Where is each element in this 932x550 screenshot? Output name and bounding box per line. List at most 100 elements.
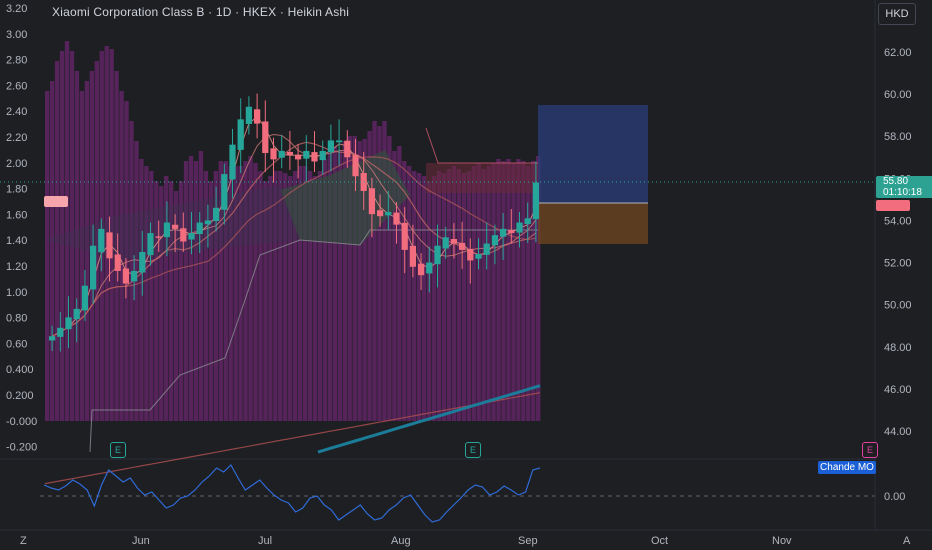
- candle-body[interactable]: [385, 212, 392, 216]
- volume-tick-label: 1.40: [6, 235, 27, 247]
- volume-bar: [397, 146, 402, 421]
- volume-tick-label: 2.60: [6, 80, 27, 92]
- candle-body[interactable]: [106, 232, 113, 259]
- candle-body[interactable]: [368, 188, 376, 215]
- volume-tick-label: -0.200: [6, 442, 37, 454]
- volume-bar: [293, 171, 298, 421]
- left-alert-badge: [44, 196, 68, 207]
- month-label: Nov: [772, 535, 792, 547]
- candle-body[interactable]: [48, 336, 56, 341]
- volume-tick-label: 2.40: [6, 106, 27, 118]
- candle-body[interactable]: [245, 106, 253, 124]
- volume-tick-label: 0.200: [6, 390, 34, 402]
- volume-bar: [387, 136, 392, 421]
- volume-bar: [372, 121, 377, 421]
- candle-body[interactable]: [319, 150, 326, 161]
- volume-bar: [243, 161, 248, 421]
- volume-bar: [149, 171, 154, 421]
- candle-body[interactable]: [475, 254, 482, 259]
- volume-bar: [154, 181, 159, 421]
- candle-body[interactable]: [311, 152, 318, 162]
- candle-body[interactable]: [303, 150, 310, 159]
- currency-button[interactable]: HKD: [878, 3, 916, 25]
- candle-body[interactable]: [65, 317, 72, 330]
- volume-bar: [496, 159, 501, 421]
- earnings-icon[interactable]: E: [862, 442, 878, 458]
- earnings-icon[interactable]: E: [110, 442, 126, 458]
- candle-body[interactable]: [467, 248, 474, 261]
- candle-body[interactable]: [139, 252, 146, 273]
- candle-body[interactable]: [516, 222, 523, 233]
- candle-body[interactable]: [229, 144, 236, 180]
- candle-body[interactable]: [57, 327, 64, 337]
- candle-body[interactable]: [89, 245, 97, 290]
- candle-body[interactable]: [204, 220, 212, 225]
- candle-body[interactable]: [155, 236, 162, 238]
- candle-body[interactable]: [352, 154, 359, 177]
- corner-right-label[interactable]: A: [903, 535, 911, 547]
- candle-body[interactable]: [401, 222, 408, 250]
- candle-body[interactable]: [294, 154, 302, 160]
- candle-body[interactable]: [409, 245, 417, 267]
- candle-body[interactable]: [237, 119, 244, 150]
- candle-body[interactable]: [221, 174, 228, 210]
- candle-body[interactable]: [278, 150, 285, 158]
- candle-body[interactable]: [393, 212, 400, 225]
- candle-body[interactable]: [442, 237, 449, 249]
- last-price-label: 55.80 01:10:18: [876, 176, 932, 198]
- candle-body[interactable]: [426, 262, 433, 274]
- candle-body[interactable]: [180, 228, 187, 242]
- volume-bar: [327, 153, 333, 421]
- month-label: Jun: [132, 535, 150, 547]
- candle-body[interactable]: [163, 222, 171, 238]
- candle-body[interactable]: [524, 218, 531, 225]
- candle-body[interactable]: [458, 242, 466, 250]
- candle-body[interactable]: [98, 228, 105, 253]
- candle-body[interactable]: [253, 109, 261, 124]
- candle-body[interactable]: [483, 243, 490, 255]
- bar-countdown: 01:10:18: [883, 187, 922, 198]
- volume-bar: [501, 161, 506, 421]
- candle-body[interactable]: [327, 140, 335, 153]
- candle-body[interactable]: [360, 173, 367, 191]
- volume-bar: [114, 71, 119, 421]
- time-axis[interactable]: Jun Jul Aug Sep Oct Nov: [132, 535, 792, 547]
- volume-bar: [263, 181, 268, 421]
- candle-body[interactable]: [73, 308, 80, 320]
- candle-body[interactable]: [335, 140, 343, 143]
- candles[interactable]: [48, 93, 540, 352]
- candle-body[interactable]: [212, 207, 220, 222]
- candle-body[interactable]: [262, 121, 269, 154]
- volume-bar: [297, 166, 303, 421]
- candle-body[interactable]: [508, 230, 515, 234]
- candle-body[interactable]: [147, 233, 154, 256]
- candle-body[interactable]: [532, 182, 540, 220]
- candle-body[interactable]: [81, 285, 89, 311]
- candle-body[interactable]: [196, 222, 203, 235]
- price-axis[interactable]: 62.0060.0058.0056.0054.0052.0050.0048.00…: [884, 47, 912, 438]
- candle-body[interactable]: [491, 235, 499, 246]
- candle-body[interactable]: [188, 233, 195, 240]
- candle-body[interactable]: [270, 148, 277, 160]
- candle-body[interactable]: [171, 224, 179, 229]
- candle-body[interactable]: [417, 263, 425, 276]
- candle-body[interactable]: [286, 151, 294, 156]
- volume-bar: [506, 159, 511, 421]
- candle-body[interactable]: [344, 140, 351, 158]
- candle-body[interactable]: [499, 228, 507, 237]
- candle-body[interactable]: [450, 238, 458, 244]
- volume-bar: [526, 166, 531, 421]
- candle-body[interactable]: [434, 245, 441, 265]
- candle-body[interactable]: [130, 270, 138, 282]
- candle-body[interactable]: [122, 268, 130, 284]
- earnings-icon[interactable]: E: [465, 442, 481, 458]
- oscillator-label[interactable]: Chande MO: [818, 461, 876, 474]
- price-tick-label: 58.00: [884, 131, 912, 143]
- stop-zone[interactable]: [538, 203, 648, 244]
- corner-left-label[interactable]: Z: [20, 535, 27, 547]
- candle-body[interactable]: [114, 254, 121, 271]
- target-zone[interactable]: [538, 105, 648, 203]
- volume-bar: [173, 191, 179, 421]
- candle-body[interactable]: [376, 210, 384, 217]
